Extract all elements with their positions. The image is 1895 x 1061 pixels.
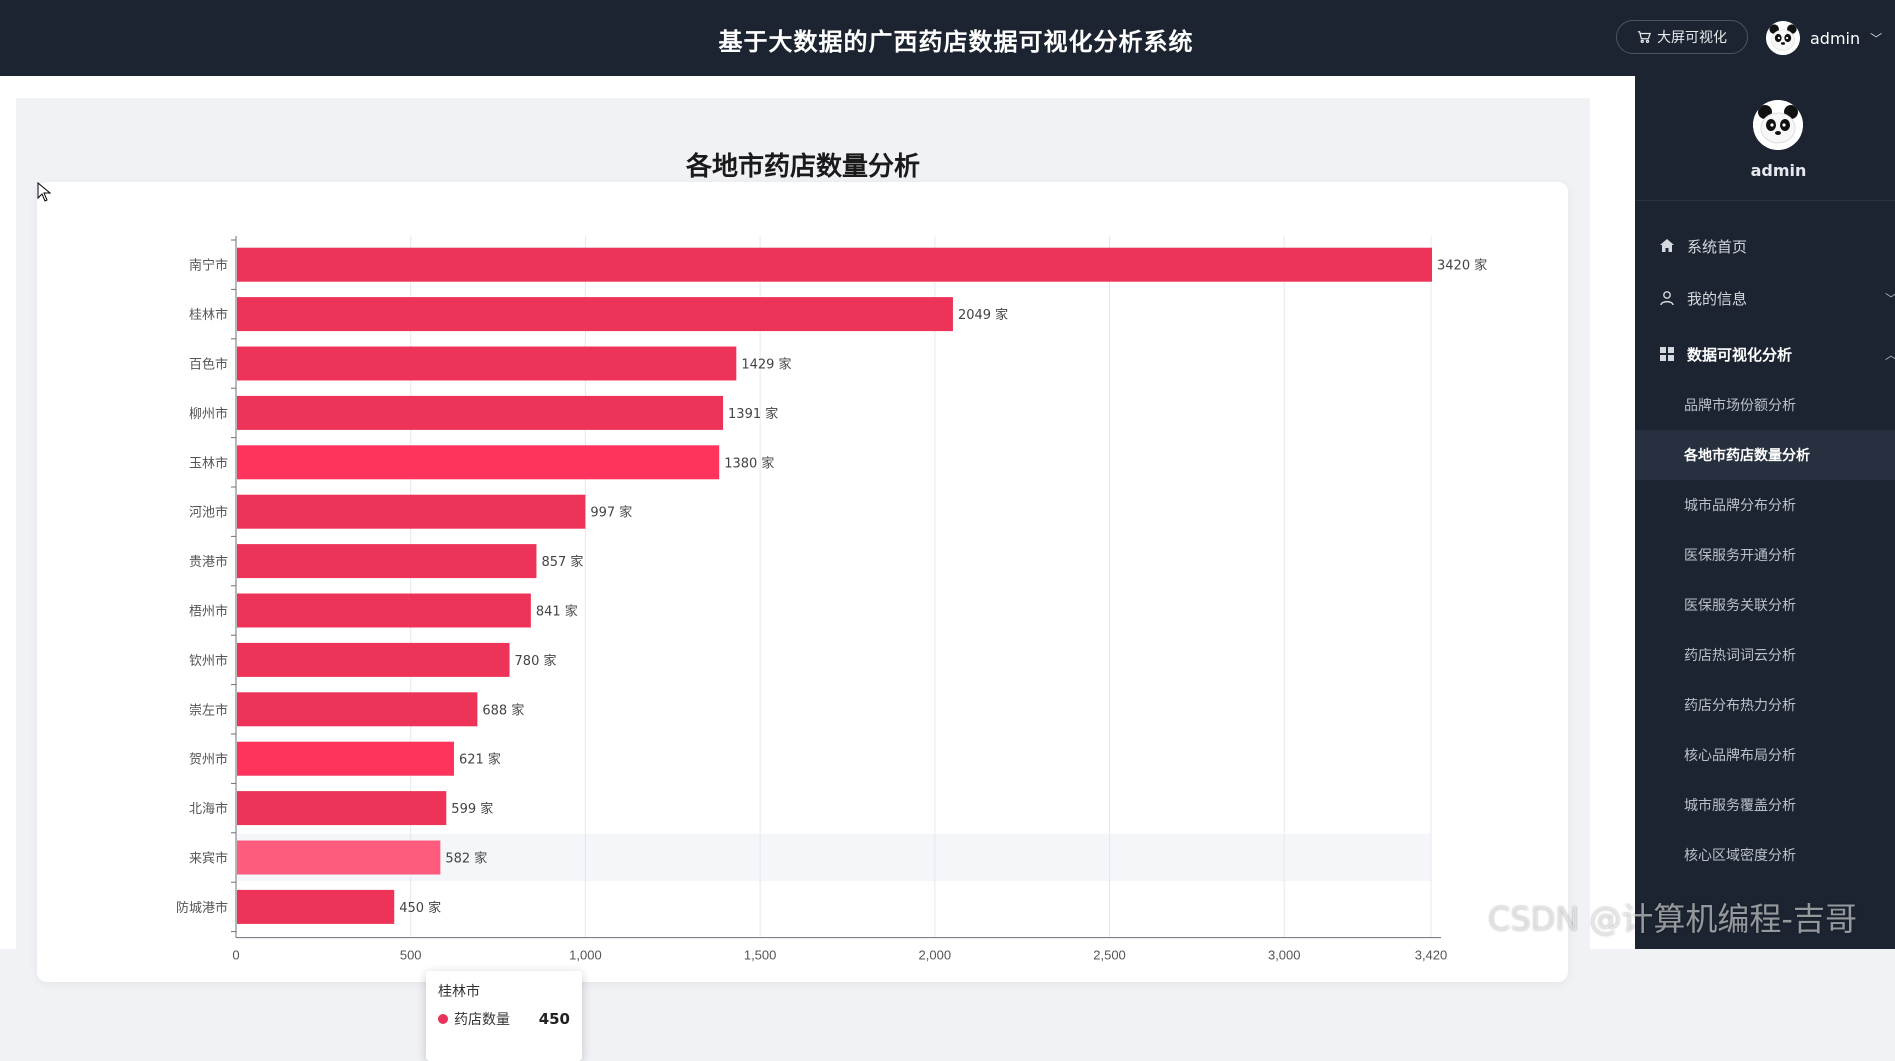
home-icon [1660, 239, 1674, 252]
bar-崇左市 [237, 692, 478, 727]
bar-value-label: 450 家 [399, 900, 441, 916]
sidebar-sub-item[interactable]: 城市品牌分布分析 [1684, 498, 1796, 514]
sidebar-username: admin [1750, 161, 1807, 180]
bar-梧州市 [237, 593, 531, 628]
bar-柳州市 [237, 395, 724, 430]
sidebar-divider [1635, 200, 1895, 201]
mouse-cursor-icon [37, 182, 51, 202]
y-category-label: 贺州市 [189, 752, 228, 768]
grid-icon [1660, 347, 1674, 361]
bar-value-label: 582 家 [445, 851, 487, 867]
bar-value-label: 780 家 [515, 653, 557, 669]
sidebar-sub-item[interactable]: 药店分布热力分析 [1684, 698, 1796, 714]
bar-钦州市 [237, 642, 510, 677]
big-screen-label: 大屏可视化 [1657, 30, 1727, 46]
sidebar-sub-item[interactable]: 医保服务关联分析 [1684, 598, 1796, 614]
chart-tooltip: 桂林市 药店数量 450 [426, 971, 582, 1061]
x-tick-label: 500 [400, 948, 422, 963]
bar-chart: 0 500 1,000 1,500 2,000 2,500 3,000 3,420 南宁市 342… [176, 236, 1487, 963]
bar-桂林市 [237, 297, 953, 332]
watermark: CSDN @计算机编程-吉哥 [1488, 900, 1857, 938]
sidebar: admin 系统首页 我的信息 ﹀ 数据可视化分析 ︿ 品牌市场份额分析各地市药… [1635, 76, 1895, 949]
x-tick-label: 3,000 [1268, 948, 1301, 963]
header-username: admin [1810, 28, 1861, 48]
sidebar-avatar [1753, 100, 1803, 150]
bar-value-label: 1380 家 [724, 455, 774, 471]
x-tick-label: 2,000 [919, 948, 952, 963]
y-category-label: 百色市 [189, 357, 228, 373]
bar-value-label: 1429 家 [741, 357, 791, 373]
panda-icon [1766, 21, 1800, 55]
menu-item-home[interactable]: 系统首页 [1659, 224, 1747, 268]
x-tick-label: 2,500 [1093, 948, 1126, 963]
system-title: 基于大数据的广西药店数据可视化分析系统 [718, 28, 1194, 56]
tooltip-series-name: 药店数量 [454, 1012, 510, 1028]
bar-河池市 [237, 494, 586, 529]
user-icon [1660, 291, 1674, 306]
y-category-label: 柳州市 [189, 406, 228, 422]
y-category-label: 北海市 [189, 801, 228, 817]
x-tick-label: 0 [232, 948, 239, 963]
sidebar-sub-item[interactable]: 城市服务覆盖分析 [1684, 798, 1796, 814]
bar-value-label: 688 家 [482, 702, 524, 718]
sidebar-sub-item[interactable]: 各地市药店数量分析 [1635, 430, 1895, 480]
bar-value-label: 1391 家 [728, 406, 778, 422]
tooltip-value: 450 [538, 1010, 570, 1028]
sidebar-sub-item[interactable]: 医保服务开通分析 [1684, 548, 1796, 564]
cart-icon [1637, 31, 1651, 44]
bar-value-label: 3420 家 [1437, 258, 1487, 274]
main-panel: 各地市药店数量分析 0 500 1,000 1,500 2,000 2,500 3,000 3… [16, 98, 1590, 1061]
bar-玉林市 [237, 445, 720, 480]
bar-防城港市 [237, 889, 395, 924]
bar-贺州市 [237, 741, 454, 776]
chart-card: 0 500 1,000 1,500 2,000 2,500 3,000 3,420 南宁市 342… [37, 182, 1568, 1061]
sidebar-sub-item[interactable]: 药店热词词云分析 [1684, 648, 1796, 664]
main-content: 各地市药店数量分析 0 500 1,000 1,500 2,000 2,500 3,000 3… [0, 76, 1635, 1061]
big-screen-button[interactable]: 大屏可视化 [1616, 20, 1748, 54]
bar-value-label: 997 家 [590, 505, 632, 521]
chevron-down-icon: ﹀ [1885, 290, 1895, 307]
sidebar-sub-item[interactable]: 核心品牌布局分析 [1684, 748, 1796, 764]
y-category-label: 河池市 [189, 505, 228, 521]
y-category-label: 崇左市 [189, 702, 228, 718]
bar-百色市 [237, 346, 737, 381]
bar-value-label: 621 家 [459, 752, 501, 768]
chevron-down-icon: ﹀ [1870, 31, 1883, 46]
menu-item-my-info[interactable]: 我的信息 [1659, 276, 1747, 320]
y-category-label: 玉林市 [189, 455, 228, 471]
y-category-label: 贵港市 [189, 554, 228, 570]
user-menu[interactable]: admin ﹀ [1766, 18, 1882, 58]
bar-贵港市 [237, 544, 537, 579]
bar-value-label: 2049 家 [958, 307, 1008, 323]
tooltip-title: 桂林市 [438, 984, 480, 1000]
bar-来宾市 [237, 840, 441, 875]
bar-value-label: 599 家 [451, 801, 493, 817]
menu-item-data-visualization[interactable]: 数据可视化分析 [1659, 332, 1792, 376]
header-avatar[interactable] [1766, 21, 1800, 55]
y-category-label: 桂林市 [189, 307, 228, 323]
bar-value-label: 857 家 [541, 554, 583, 570]
y-category-label: 南宁市 [189, 258, 228, 274]
sidebar-sub-item[interactable]: 品牌市场份额分析 [1684, 398, 1796, 414]
chevron-up-icon: ︿ [1885, 346, 1895, 363]
y-category-label: 梧州市 [189, 604, 228, 620]
bar-value-label: 841 家 [536, 604, 578, 620]
y-category-label: 来宾市 [189, 851, 228, 867]
menu-label-data-visualization: 数据可视化分析 [1687, 345, 1793, 364]
x-tick-label: 1,000 [569, 948, 602, 963]
x-tick-label: 3,420 [1415, 948, 1448, 963]
sidebar-sub-item[interactable]: 核心区域密度分析 [1684, 848, 1796, 864]
top-header: 基于大数据的广西药店数据可视化分析系统 大屏可视化 admin ﹀ [0, 0, 1895, 76]
page-title: 各地市药店数量分析 [685, 152, 920, 182]
panda-icon [1753, 100, 1803, 150]
y-category-label: 防城港市 [176, 900, 228, 916]
x-tick-label: 1,500 [744, 948, 777, 963]
bar-南宁市 [237, 247, 1432, 282]
menu-label-my-info: 我的信息 [1687, 289, 1748, 308]
bar-北海市 [237, 791, 447, 826]
series-dot-icon [438, 1014, 448, 1024]
menu-label-home: 系统首页 [1687, 237, 1748, 256]
y-category-label: 钦州市 [189, 653, 228, 669]
